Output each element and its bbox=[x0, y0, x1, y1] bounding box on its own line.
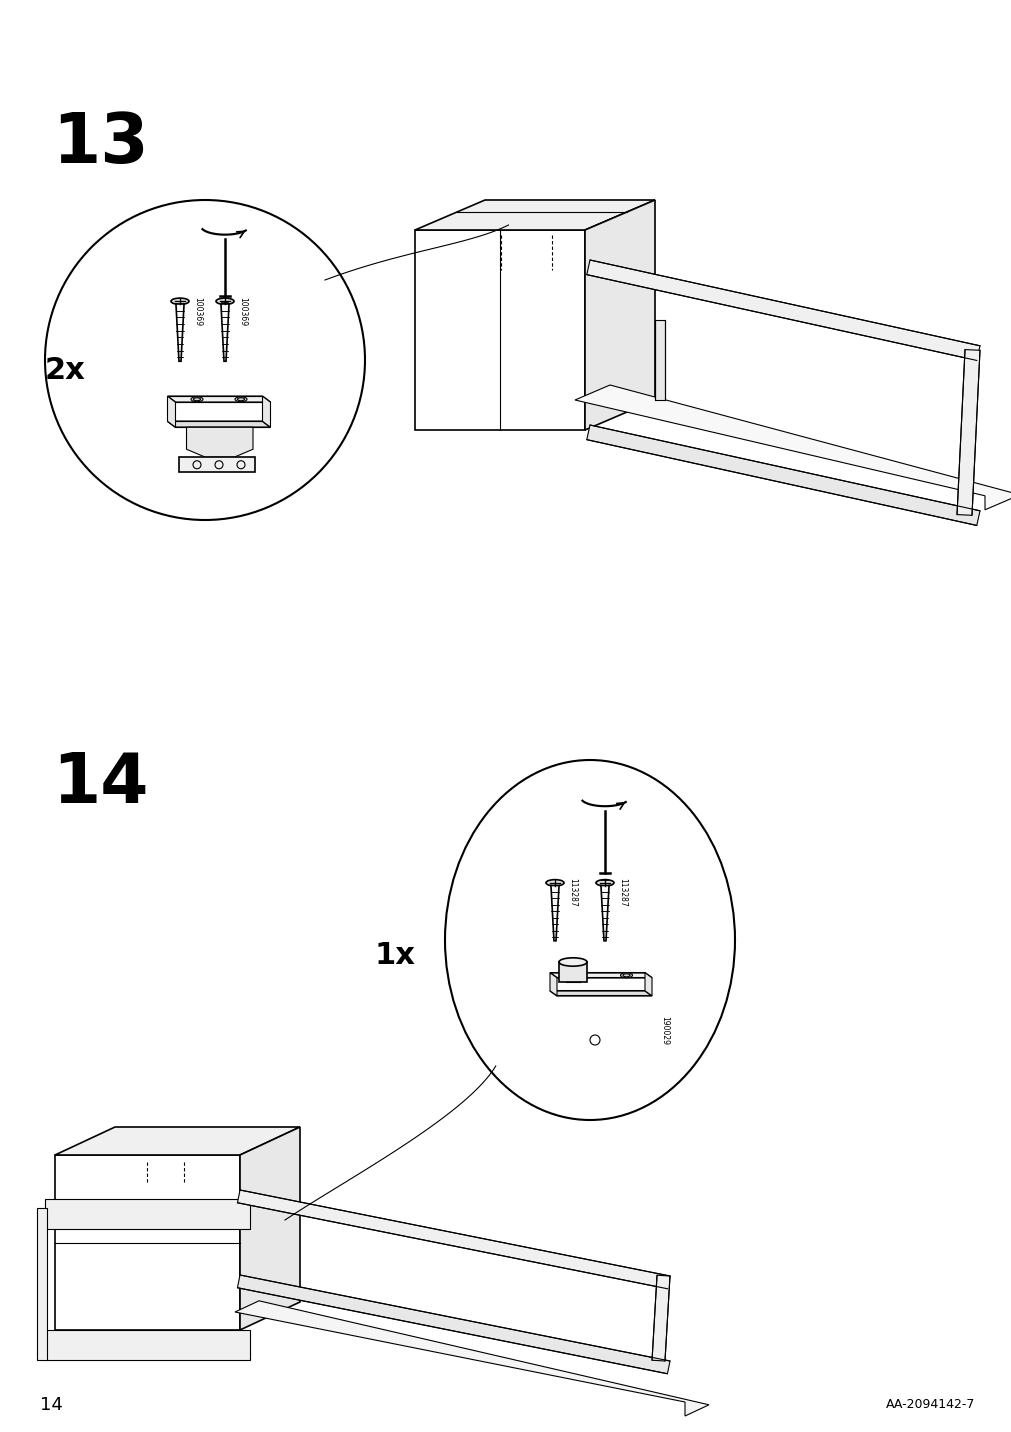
Polygon shape bbox=[186, 427, 253, 457]
Text: 190029: 190029 bbox=[659, 1015, 668, 1044]
Polygon shape bbox=[168, 421, 270, 427]
Polygon shape bbox=[240, 1127, 299, 1330]
Text: 113287: 113287 bbox=[618, 878, 627, 908]
Text: 14: 14 bbox=[40, 1396, 63, 1413]
Polygon shape bbox=[415, 200, 654, 231]
Ellipse shape bbox=[546, 879, 563, 886]
Polygon shape bbox=[220, 304, 228, 361]
Polygon shape bbox=[235, 1300, 709, 1416]
Polygon shape bbox=[586, 261, 979, 361]
Text: 100369: 100369 bbox=[238, 296, 247, 326]
Ellipse shape bbox=[171, 298, 189, 305]
Text: 13: 13 bbox=[52, 110, 149, 178]
Polygon shape bbox=[55, 1127, 299, 1156]
Polygon shape bbox=[262, 397, 270, 427]
Polygon shape bbox=[601, 885, 609, 941]
Text: 100369: 100369 bbox=[193, 296, 202, 326]
Text: 113287: 113287 bbox=[567, 878, 576, 908]
Polygon shape bbox=[584, 200, 654, 430]
Text: AA-2094142-7: AA-2094142-7 bbox=[885, 1399, 974, 1412]
Polygon shape bbox=[168, 397, 175, 427]
Ellipse shape bbox=[595, 879, 614, 886]
Polygon shape bbox=[168, 397, 270, 402]
Ellipse shape bbox=[558, 958, 586, 967]
Polygon shape bbox=[574, 385, 1011, 510]
Polygon shape bbox=[238, 1274, 669, 1373]
Ellipse shape bbox=[564, 972, 576, 978]
Polygon shape bbox=[549, 972, 651, 978]
Ellipse shape bbox=[620, 972, 632, 978]
Polygon shape bbox=[179, 457, 255, 473]
Polygon shape bbox=[956, 349, 979, 516]
Polygon shape bbox=[176, 304, 184, 361]
Polygon shape bbox=[558, 962, 586, 982]
Polygon shape bbox=[238, 1190, 669, 1289]
Polygon shape bbox=[586, 425, 979, 526]
Polygon shape bbox=[415, 231, 584, 430]
Polygon shape bbox=[44, 1199, 250, 1229]
Text: 2x: 2x bbox=[44, 355, 86, 385]
Polygon shape bbox=[654, 319, 665, 400]
Text: 1x: 1x bbox=[375, 941, 416, 969]
Text: 14: 14 bbox=[52, 750, 149, 818]
Polygon shape bbox=[549, 991, 651, 995]
Polygon shape bbox=[549, 972, 556, 995]
Polygon shape bbox=[55, 1156, 240, 1330]
Polygon shape bbox=[550, 885, 558, 941]
Ellipse shape bbox=[215, 298, 234, 305]
Ellipse shape bbox=[235, 397, 247, 402]
Ellipse shape bbox=[191, 397, 203, 402]
Polygon shape bbox=[37, 1207, 47, 1360]
Polygon shape bbox=[44, 1330, 250, 1360]
Polygon shape bbox=[651, 1276, 669, 1360]
Polygon shape bbox=[644, 972, 651, 995]
